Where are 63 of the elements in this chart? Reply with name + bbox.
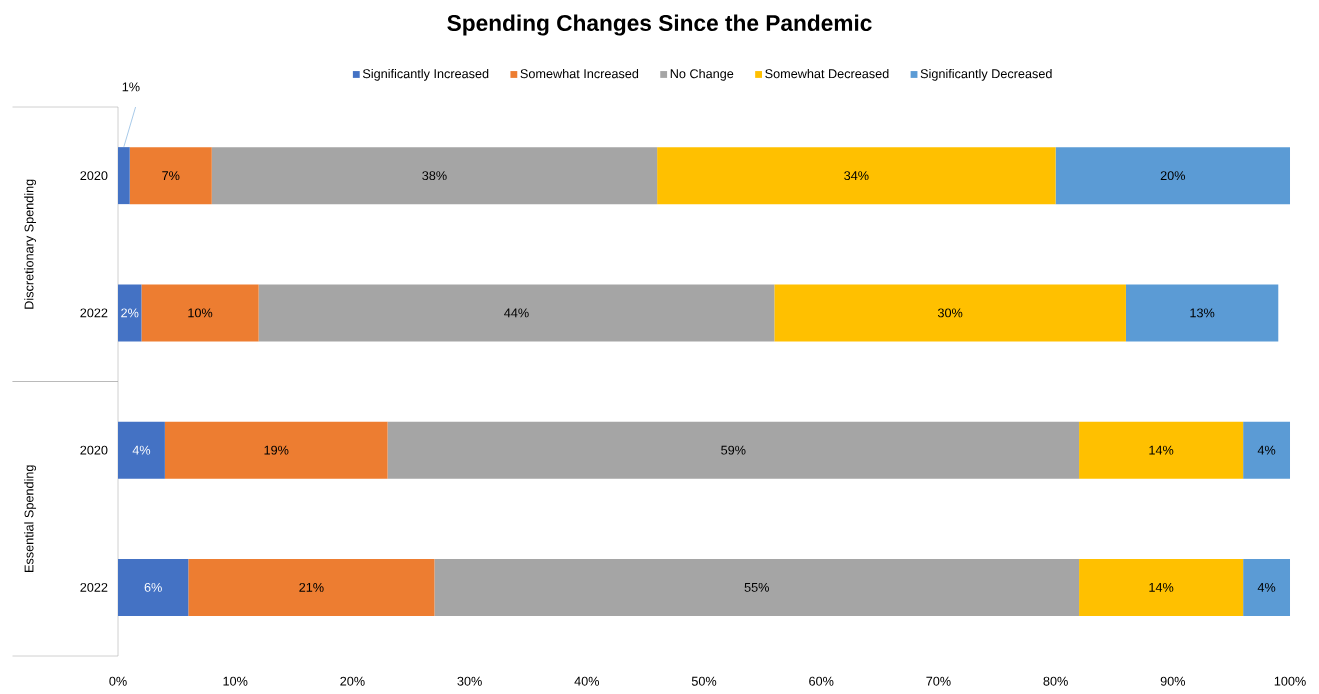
data-label: 34% [844, 171, 869, 181]
data-label: 20% [1160, 171, 1186, 181]
y-tick-label: 2022 [80, 582, 108, 592]
bar [258, 284, 775, 342]
x-tick-label: 10% [223, 676, 248, 686]
bar [141, 284, 259, 342]
bar [1079, 421, 1244, 479]
y-tick-label: 2020 [80, 445, 108, 455]
x-tick-label: 20% [340, 676, 365, 686]
data-label: 38% [422, 171, 447, 181]
data-label: 4% [1257, 445, 1276, 455]
data-label: 6% [144, 582, 162, 592]
data-label: 7% [162, 171, 180, 181]
x-tick-label: 0% [109, 676, 127, 686]
data-label: 19% [264, 445, 289, 455]
data-label: 55% [744, 582, 769, 592]
text: Discretionary Spending [24, 179, 37, 309]
bar [164, 421, 388, 479]
data-label: 13% [1190, 308, 1215, 318]
data-label: 21% [299, 582, 324, 592]
x-tick-label: 60% [809, 676, 834, 686]
bar [211, 147, 658, 205]
bar [188, 558, 435, 616]
bar [434, 558, 1080, 616]
bar [774, 284, 1126, 342]
data-label: 2% [121, 308, 139, 318]
x-tick-label: 100% [1274, 676, 1306, 686]
bar [118, 284, 142, 342]
y-tick-label: 2020 [80, 171, 108, 181]
data-label: 4% [132, 445, 151, 455]
data-label: 4% [1257, 582, 1276, 592]
legend-label: Significantly Increased [362, 68, 489, 81]
x-tick-label: 90% [1160, 676, 1186, 686]
bar [1125, 284, 1279, 342]
bar [1079, 558, 1244, 616]
chart-title: Spending Changes Since the Pandemic [447, 14, 872, 36]
text: Essential Spending [24, 465, 37, 572]
data-label: 10% [188, 308, 213, 318]
legend-label: Somewhat Increased [520, 68, 639, 79]
data-label: 59% [721, 445, 746, 455]
bar [118, 421, 165, 479]
data-label: 30% [937, 308, 963, 318]
bar [1243, 421, 1291, 479]
data-label: 44% [504, 308, 529, 318]
x-tick-label: 70% [926, 676, 951, 686]
bar [387, 421, 1080, 479]
legend-label: Significantly Decreased [920, 68, 1052, 81]
bar [129, 147, 212, 205]
data-label: 1% [122, 82, 140, 92]
bar [1243, 558, 1291, 616]
x-tick-label: 50% [691, 676, 717, 686]
x-tick-label: 40% [574, 676, 600, 686]
data-label: 14% [1149, 445, 1174, 455]
bar [118, 147, 130, 205]
y-tick-label: 2022 [80, 308, 108, 318]
bar [118, 558, 189, 616]
bar [657, 147, 1056, 205]
data-label: 14% [1149, 582, 1174, 592]
legend-label: Somewhat Decreased [765, 68, 889, 79]
bar [1055, 147, 1291, 205]
x-tick-label: 80% [1043, 676, 1068, 686]
legend-label: No Change [670, 68, 734, 81]
x-tick-label: 30% [457, 676, 482, 686]
